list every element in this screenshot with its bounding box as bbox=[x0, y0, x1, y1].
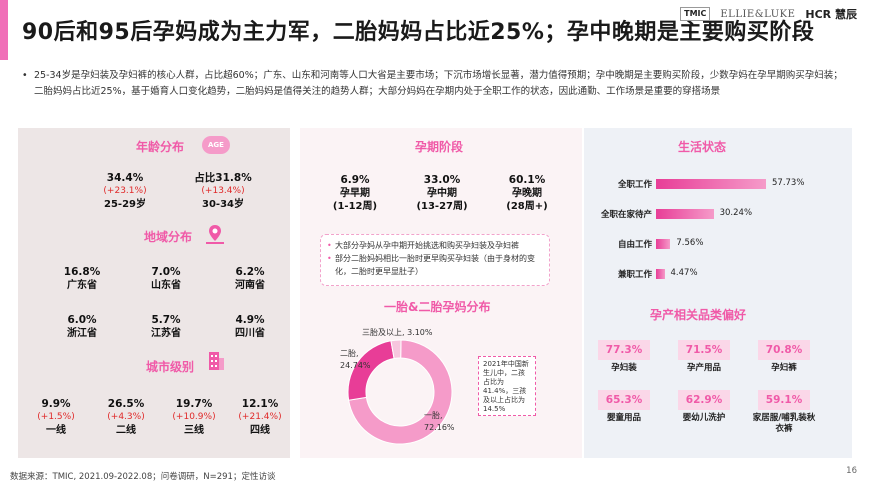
pref-item: 77.3% 孕妇装 bbox=[598, 340, 650, 374]
age-stat: 占比31.8% (+13.4%) 30-34岁 bbox=[194, 172, 252, 210]
donut-slice-3 bbox=[390, 339, 402, 360]
donut-section-title: 一胎&二胎孕妈分布 bbox=[384, 300, 491, 314]
page-title: 90后和95后孕妈成为主力军，二胎妈妈占比近25%；孕中晚期是主要购买阶段 bbox=[22, 20, 815, 45]
age-section-title: 年龄分布 bbox=[136, 140, 185, 154]
region-stat: 6.2% 河南省 bbox=[235, 266, 265, 291]
map-pin-icon bbox=[206, 225, 224, 244]
work-bar-label: 全职在家待产 bbox=[600, 210, 652, 220]
lifestyle-panel: 生活状态 全职工作 57.73% 全职在家待产 30.24% 自由工作 7.56% 兼职工作… bbox=[584, 128, 852, 458]
stage-note: 大部分孕妈从孕中期开始挑选和购买孕妇装及孕妇裤 bbox=[327, 239, 541, 252]
pref-item: 65.3% 婴童用品 bbox=[598, 390, 650, 424]
stage-stat: 6.9% 孕早期 (1-12周) bbox=[332, 174, 378, 212]
stage-section-title: 孕期阶段 bbox=[415, 140, 464, 154]
demographics-panel: 年龄分布 AGE 34.4% (+23.1%) 25-29岁 占比31.8% (… bbox=[18, 128, 290, 458]
work-bar-label: 全职工作 bbox=[617, 180, 652, 190]
region-stat: 5.7% 江苏省 bbox=[151, 314, 181, 339]
stage-stat: 33.0% 孕中期 (13-27周) bbox=[416, 174, 468, 212]
city-stat: 12.1% (+21.4%) 四线 bbox=[238, 398, 282, 436]
stage-notes: 大部分孕妈从孕中期开始挑选和购买孕妇装及孕妇裤 部分二胎妈妈相比一胎时更早购买孕… bbox=[320, 234, 550, 286]
stage-note: 部分二胎妈妈相比一胎时更早购买孕妇装（由于身材的变化，二胎时更早显肚子） bbox=[327, 252, 541, 278]
hcr-logo: HCR 慧辰 bbox=[805, 8, 857, 21]
work-bar-value: 30.24% bbox=[719, 208, 753, 218]
bullet-marker: • bbox=[22, 70, 28, 81]
children-donut-chart bbox=[347, 339, 453, 445]
work-bar-label: 兼职工作 bbox=[617, 270, 652, 280]
building-icon bbox=[209, 352, 224, 370]
age-icon: AGE bbox=[202, 136, 230, 154]
work-bar-row: 全职在家待产 30.24% bbox=[584, 208, 852, 220]
data-source: 数据来源：TMIC, 2021.09-2022.08；问卷调研，N=291；定性… bbox=[10, 472, 276, 482]
work-bar bbox=[656, 179, 766, 189]
pregnancy-panel: 孕期阶段 6.9% 孕早期 (1-12周) 33.0% 孕中期 (13-27周) 60.… bbox=[300, 128, 582, 458]
work-bar bbox=[656, 239, 671, 249]
region-stat: 4.9% 四川省 bbox=[235, 314, 265, 339]
page-number: 16 bbox=[846, 466, 857, 476]
work-bar-value: 4.47% bbox=[670, 268, 698, 278]
work-bar-row: 全职工作 57.73% bbox=[584, 178, 852, 190]
region-stat: 6.0% 浙江省 bbox=[67, 314, 97, 339]
intro-text: 25-34岁是孕妇装及孕妇裤的核心人群，占比超60%；广东、山东和河南等人口大省… bbox=[34, 70, 843, 97]
city-section-title: 城市级别 bbox=[146, 360, 195, 374]
city-stat: 9.9% (+1.5%) 一线 bbox=[37, 398, 75, 436]
work-bar-row: 兼职工作 4.47% bbox=[584, 268, 852, 280]
pref-item: 71.5% 孕产用品 bbox=[678, 340, 730, 374]
ellie-luke-logo: ELLIE&LUKE bbox=[720, 8, 796, 20]
region-section-title: 地域分布 bbox=[144, 230, 193, 244]
region-stat: 7.0% 山东省 bbox=[151, 266, 181, 291]
city-stat: 26.5% (+4.3%) 二线 bbox=[107, 398, 145, 436]
work-bar-row: 自由工作 7.56% bbox=[584, 238, 852, 250]
logo-group: TMIC ELLIE&LUKE HCR 慧辰 bbox=[680, 6, 857, 22]
accent-bar bbox=[0, 0, 8, 60]
donut-slice-1 bbox=[348, 339, 453, 445]
newborn-note: 2021年中国新生儿中，二孩占比为41.4%，三孩及以上占比为14.5% bbox=[478, 356, 536, 416]
work-bar-label: 自由工作 bbox=[617, 240, 652, 250]
donut-label-first: 一胎, 72.16% bbox=[424, 411, 455, 432]
pref-item: 70.8% 孕妇裤 bbox=[758, 340, 810, 374]
work-bar bbox=[656, 269, 665, 279]
work-section-title: 生活状态 bbox=[678, 140, 727, 154]
region-stat: 16.8% 广东省 bbox=[63, 266, 101, 291]
age-stat: 34.4% (+23.1%) 25-29岁 bbox=[103, 172, 147, 210]
prefs-section-title: 孕产相关品类偏好 bbox=[650, 308, 747, 322]
work-bar-value: 57.73% bbox=[772, 178, 805, 188]
donut-label-third: 三胎及以上, 3.10% bbox=[362, 328, 433, 337]
tmic-logo: TMIC bbox=[680, 7, 711, 21]
work-bar-value: 7.56% bbox=[676, 238, 704, 248]
work-bar-chart: 全职工作 57.73% 全职在家待产 30.24% 自由工作 7.56% 兼职工作 4.47% bbox=[584, 178, 852, 288]
donut-label-second: 二胎, 24.74% bbox=[340, 349, 371, 370]
work-bar bbox=[656, 209, 714, 219]
stage-stat: 60.1% 孕晚期 (28周+) bbox=[506, 174, 548, 212]
intro-paragraph: • 25-34岁是孕妇装及孕妇裤的核心人群，占比超60%；广东、山东和河南等人口… bbox=[22, 68, 852, 100]
pref-item: 59.1% 家居服/哺乳装秋衣裤 bbox=[752, 390, 816, 435]
pref-item: 62.9% 婴幼儿洗护 bbox=[678, 390, 730, 424]
city-stat: 19.7% (+10.9%) 三线 bbox=[172, 398, 216, 436]
